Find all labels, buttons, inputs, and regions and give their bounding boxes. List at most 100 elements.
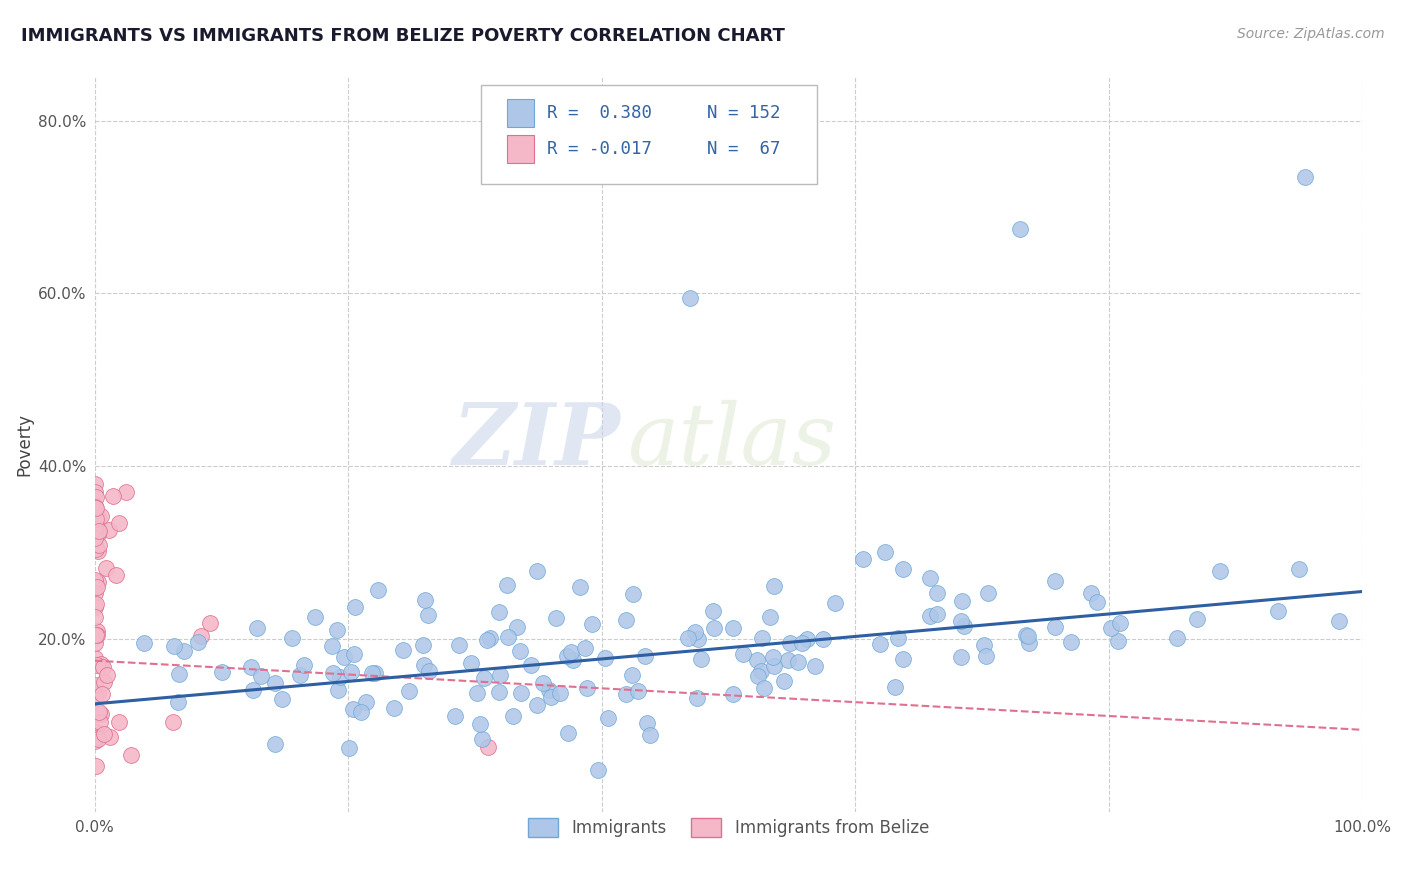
Point — [1288, 561, 1310, 575]
Point — [479, 631, 502, 645]
Point — [702, 621, 724, 635]
Point — [87, 523, 110, 537]
Point — [488, 668, 510, 682]
FancyBboxPatch shape — [481, 85, 817, 184]
Point — [84, 759, 107, 773]
Point — [101, 489, 124, 503]
Point — [1080, 586, 1102, 600]
Point — [89, 705, 111, 719]
Point — [1060, 635, 1083, 649]
Point — [526, 698, 548, 713]
Point — [84, 597, 107, 611]
Point — [702, 604, 724, 618]
Point — [337, 741, 360, 756]
Point — [84, 690, 107, 705]
Point — [163, 640, 186, 654]
Point — [412, 638, 434, 652]
Point — [721, 687, 744, 701]
Bar — [506, 99, 534, 127]
Point — [581, 616, 603, 631]
Point — [471, 732, 494, 747]
Point — [83, 731, 105, 746]
Point — [84, 651, 107, 665]
Point — [1327, 614, 1350, 628]
Point — [576, 681, 599, 695]
Point — [84, 523, 107, 537]
Point — [242, 682, 264, 697]
Point — [1008, 221, 1031, 235]
Point — [475, 632, 498, 647]
Point — [84, 599, 107, 614]
Point — [84, 586, 107, 600]
Point — [354, 695, 377, 709]
Point — [574, 640, 596, 655]
Point — [465, 686, 488, 700]
Point — [779, 636, 801, 650]
Point — [97, 523, 120, 537]
Point — [90, 657, 112, 672]
Point — [557, 726, 579, 740]
Point — [1185, 612, 1208, 626]
Point — [509, 644, 531, 658]
Point — [790, 636, 813, 650]
Point — [328, 682, 350, 697]
Point — [1043, 620, 1066, 634]
Point — [759, 610, 782, 624]
Point — [1294, 169, 1316, 184]
Point — [852, 552, 875, 566]
Point — [173, 644, 195, 658]
Point — [752, 681, 775, 695]
Point — [288, 667, 311, 681]
Point — [621, 587, 644, 601]
Point — [187, 634, 209, 648]
Point — [108, 516, 131, 530]
Point — [869, 637, 891, 651]
Point — [96, 668, 118, 682]
Point — [763, 659, 786, 673]
Point — [686, 691, 709, 706]
Point — [339, 665, 361, 680]
Point — [84, 628, 107, 642]
Point — [977, 586, 1000, 600]
Point — [87, 510, 110, 524]
Point — [557, 648, 579, 663]
Point — [87, 732, 110, 747]
Point — [342, 702, 364, 716]
Point — [472, 672, 495, 686]
Text: N =  67: N = 67 — [707, 140, 780, 159]
Point — [190, 629, 212, 643]
Point — [250, 669, 273, 683]
Point — [321, 640, 343, 654]
Point — [87, 543, 110, 558]
Point — [621, 668, 644, 682]
Point — [498, 631, 520, 645]
Point — [918, 609, 941, 624]
Point — [1018, 636, 1040, 650]
Point — [86, 580, 108, 594]
Point — [538, 683, 561, 698]
Point — [509, 686, 531, 700]
Point — [264, 737, 287, 751]
Point — [893, 652, 915, 666]
Point — [84, 610, 107, 624]
Point — [83, 678, 105, 692]
Point — [281, 631, 304, 645]
Point — [349, 706, 371, 720]
Point — [1017, 629, 1039, 643]
Text: Source: ZipAtlas.com: Source: ZipAtlas.com — [1237, 27, 1385, 41]
Point — [120, 747, 142, 762]
Point — [91, 687, 114, 701]
Y-axis label: Poverty: Poverty — [15, 413, 32, 476]
Point — [84, 635, 107, 649]
Point — [84, 537, 107, 551]
Point — [633, 648, 655, 663]
Point — [114, 485, 136, 500]
Point — [544, 611, 567, 625]
Point — [1267, 604, 1289, 618]
Point — [488, 684, 510, 698]
Point — [304, 609, 326, 624]
Point — [343, 599, 366, 614]
Point — [953, 618, 976, 632]
Point — [84, 511, 107, 525]
Point — [614, 687, 637, 701]
